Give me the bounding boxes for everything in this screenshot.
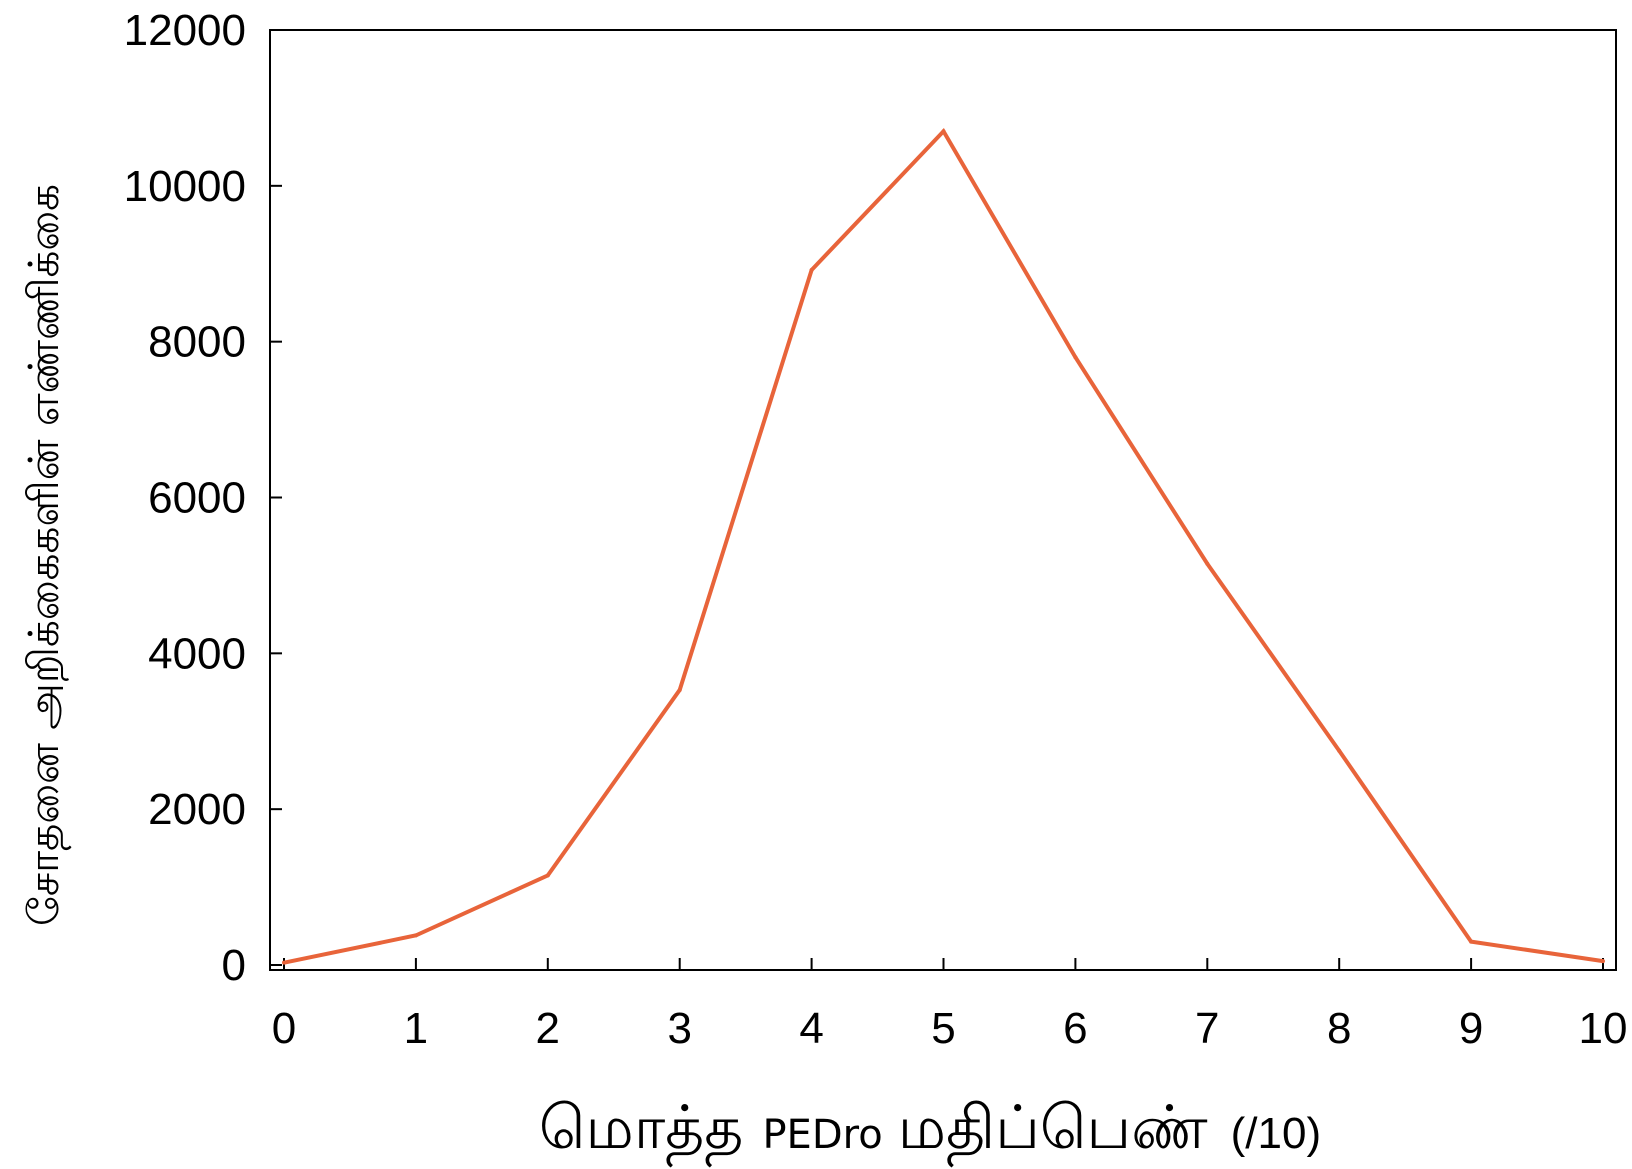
data-point	[809, 267, 814, 272]
series-layer	[282, 127, 1605, 965]
y-tick-label: 0	[222, 941, 246, 990]
x-tick-label: 1	[404, 1004, 428, 1053]
data-point	[413, 933, 418, 938]
x-axis-title-tamil-1: மொத்த	[539, 1093, 744, 1168]
x-axis-title-unit: (/10)	[1231, 1109, 1321, 1158]
y-tick-label: 12000	[124, 6, 246, 55]
y-axis-ticks: 0 2000 4000 6000 8000 10000 12000	[124, 6, 282, 990]
x-axis-ticks: 0 1 2 3 4 5 6 7 8 9 10	[272, 958, 1628, 1053]
series-line	[283, 127, 1604, 965]
x-tick-label: 3	[667, 1004, 691, 1053]
x-tick-label: 4	[799, 1004, 823, 1053]
x-tick-label: 10	[1579, 1004, 1628, 1053]
x-tick-label: 5	[931, 1004, 955, 1053]
y-tick-label: 4000	[148, 629, 246, 678]
y-tick-label: 2000	[148, 785, 246, 834]
x-axis-title: மொத்த PEDro மதிப்பெண் (/10)	[539, 1093, 1321, 1168]
data-point	[1469, 939, 1474, 944]
y-tick-label: 8000	[148, 318, 246, 367]
y-tick-label: 6000	[148, 474, 246, 523]
data-point	[1337, 748, 1342, 753]
data-point	[545, 873, 550, 878]
x-tick-label: 6	[1063, 1004, 1087, 1053]
x-tick-label: 0	[272, 1004, 296, 1053]
data-point	[677, 687, 682, 692]
x-axis-title-tamil-2: மதிப்பெண்	[898, 1093, 1208, 1168]
x-tick-label: 9	[1459, 1004, 1483, 1053]
y-tick-label: 10000	[124, 162, 246, 211]
data-point	[1601, 959, 1605, 964]
data-point	[1205, 561, 1210, 566]
data-point	[1073, 355, 1078, 360]
y-axis-title: சோதனை அறிக்கைகளின் எண்ணிக்கை	[19, 184, 72, 926]
plot-frame	[269, 29, 1617, 971]
data-point	[282, 960, 286, 965]
x-tick-label: 8	[1327, 1004, 1351, 1053]
x-axis-title-latin: PEDro	[762, 1112, 882, 1158]
data-point	[941, 129, 946, 134]
x-tick-label: 2	[536, 1004, 560, 1053]
x-tick-label: 7	[1195, 1004, 1219, 1053]
